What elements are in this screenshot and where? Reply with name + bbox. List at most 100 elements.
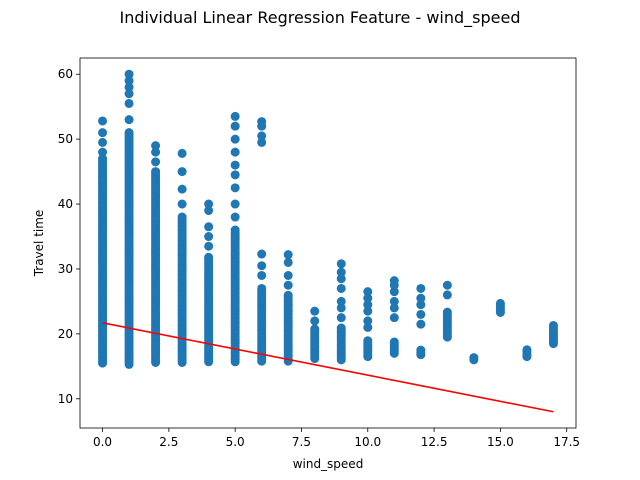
x-tick-label: 17.5: [553, 435, 580, 449]
point-column: [151, 141, 161, 367]
data-point: [230, 170, 240, 180]
data-point: [98, 154, 108, 164]
x-tick-label: 0.0: [93, 435, 112, 449]
data-point: [336, 313, 346, 323]
data-point: [98, 147, 108, 157]
plot-frame: [79, 57, 577, 429]
data-point: [389, 276, 399, 286]
data-point: [336, 303, 346, 313]
point-column: [495, 298, 505, 317]
point-column: [363, 287, 373, 362]
data-point: [495, 298, 505, 308]
y-axis-ticks: 10 20 30 40 50 60: [58, 67, 80, 406]
point-column: [98, 116, 108, 368]
data-point: [416, 345, 426, 355]
point-column: [469, 353, 479, 365]
data-point: [98, 137, 108, 147]
data-point: [283, 270, 293, 280]
point-column: [257, 117, 267, 366]
data-point: [442, 290, 452, 300]
data-point: [177, 199, 187, 209]
data-point: [336, 259, 346, 269]
data-point: [230, 212, 240, 222]
data-point: [257, 137, 267, 147]
data-point: [204, 222, 214, 232]
point-column: [442, 280, 452, 342]
data-point: [204, 252, 214, 262]
data-point: [416, 309, 426, 319]
y-tick-label: 10: [58, 392, 73, 406]
x-axis-ticks: 0.0 2.5 5.0 7.5 10.0 12.5 15.0 17.5: [93, 428, 580, 449]
point-column: [416, 283, 426, 360]
point-column: [336, 259, 346, 365]
data-point: [522, 345, 532, 355]
data-point: [310, 324, 320, 334]
x-tick-label: 10.0: [354, 435, 381, 449]
data-point: [416, 319, 426, 329]
data-points: [98, 69, 558, 369]
data-point: [124, 76, 134, 86]
y-axis-label: Travel time: [32, 210, 46, 278]
data-point: [548, 320, 558, 330]
point-column: [230, 111, 240, 367]
data-point: [177, 212, 187, 222]
data-point: [177, 148, 187, 158]
data-point: [230, 199, 240, 209]
data-point: [230, 183, 240, 193]
point-column: [548, 320, 558, 349]
y-tick-label: 40: [58, 197, 73, 211]
data-point: [363, 322, 373, 332]
data-point: [177, 167, 187, 177]
data-point: [283, 250, 293, 260]
y-tick-label: 60: [58, 67, 73, 81]
data-point: [124, 69, 134, 79]
data-point: [151, 147, 161, 157]
data-point: [283, 257, 293, 267]
data-point: [469, 353, 479, 363]
data-point: [124, 128, 134, 138]
data-point: [124, 89, 134, 99]
data-point: [230, 134, 240, 144]
data-point: [151, 167, 161, 177]
data-point: [151, 157, 161, 167]
data-point: [124, 82, 134, 92]
data-point: [257, 270, 267, 280]
x-tick-label: 5.0: [226, 435, 245, 449]
data-point: [363, 306, 373, 316]
data-point: [416, 283, 426, 293]
data-point: [442, 307, 452, 317]
data-point: [416, 300, 426, 310]
data-point: [230, 121, 240, 131]
point-column: [522, 345, 532, 362]
point-column: [177, 148, 187, 367]
x-tick-label: 12.5: [421, 435, 448, 449]
data-point: [283, 290, 293, 300]
data-point: [389, 337, 399, 347]
data-point: [336, 274, 346, 284]
chart-title: Individual Linear Regression Feature - w…: [120, 8, 521, 28]
point-column: [389, 276, 399, 358]
y-tick-label: 20: [58, 327, 73, 341]
data-point: [230, 160, 240, 170]
data-point: [230, 225, 240, 235]
data-point: [257, 283, 267, 293]
data-point: [257, 117, 267, 127]
data-point: [204, 241, 214, 251]
data-point: [442, 280, 452, 290]
data-point: [230, 147, 240, 157]
data-point: [204, 206, 214, 216]
data-point: [310, 306, 320, 316]
data-point: [177, 184, 187, 194]
x-tick-label: 2.5: [159, 435, 178, 449]
point-column: [283, 250, 293, 366]
x-axis-label: wind_speed: [293, 457, 364, 471]
data-point: [389, 296, 399, 306]
data-point: [389, 303, 399, 313]
data-point: [230, 111, 240, 121]
data-point: [363, 316, 373, 326]
x-tick-label: 7.5: [292, 435, 311, 449]
data-point: [257, 131, 267, 141]
data-point: [363, 293, 373, 303]
data-point: [310, 316, 320, 326]
